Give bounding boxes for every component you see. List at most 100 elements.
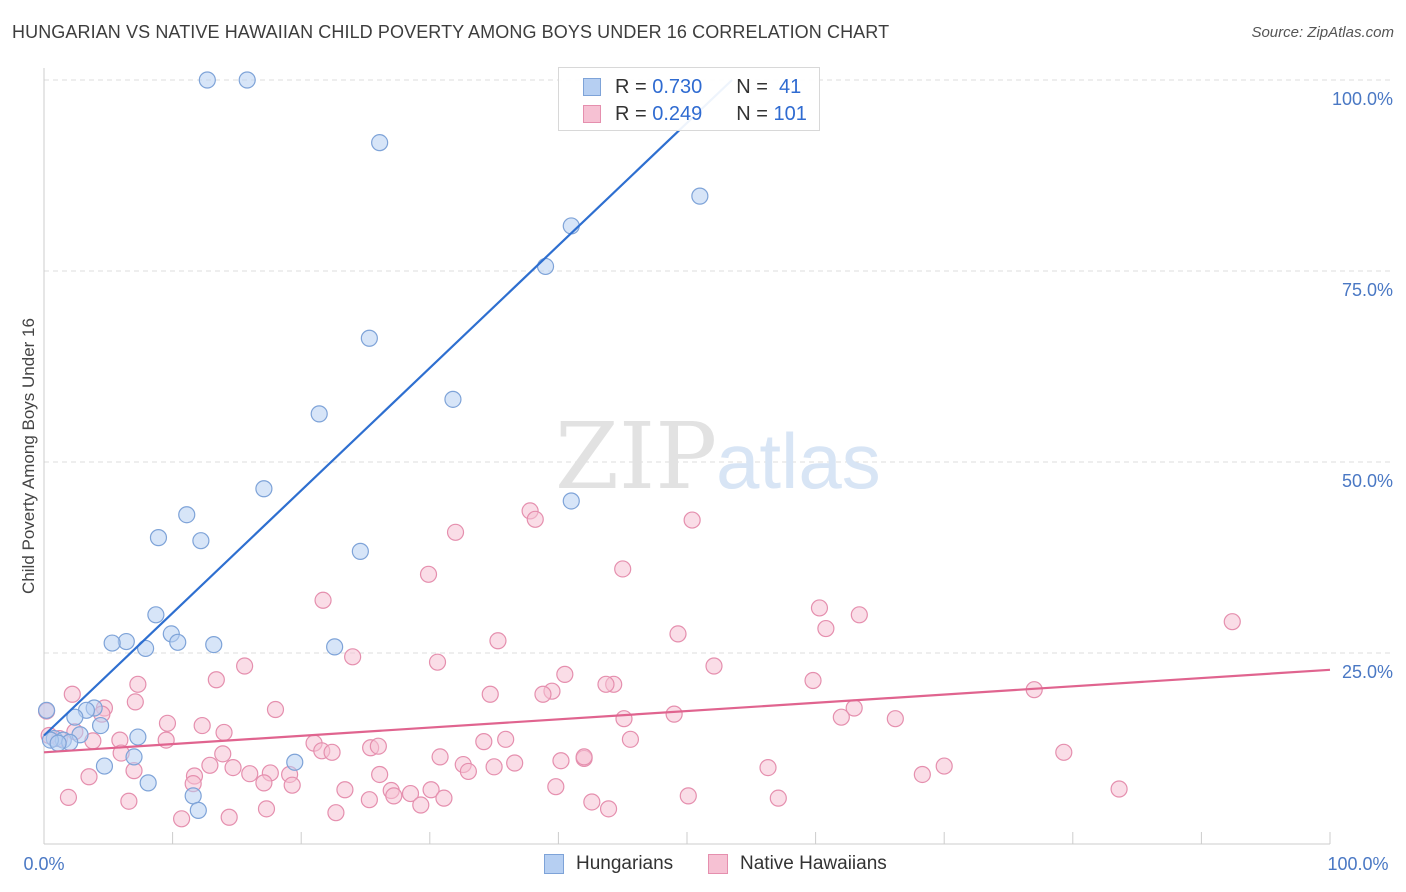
x-tick-labels: 0.0% 100.0% — [23, 854, 1388, 874]
hungarians-point — [691, 187, 709, 205]
bottom-legend-swatch-pink — [708, 854, 728, 874]
hungarians-point — [326, 638, 344, 656]
bottom-legend-hawaiians: Native Hawaiians — [708, 851, 887, 877]
native-hawaiians-point — [207, 671, 225, 689]
hungarians-point — [178, 506, 196, 524]
hungarians-point — [238, 71, 256, 89]
native-hawaiians-point — [1110, 780, 1128, 798]
native-hawaiians-point — [323, 743, 341, 761]
native-hawaiians-point — [489, 632, 507, 650]
native-hawaiians-point — [241, 765, 259, 783]
legend-r-value: 0.730 — [652, 75, 703, 98]
native-hawaiians-point — [59, 788, 78, 806]
hungarians-point — [149, 529, 168, 547]
native-hawaiians-point — [556, 665, 574, 683]
native-hawaiians-points — [37, 502, 1241, 828]
hungarians-point — [125, 748, 143, 766]
legend-r-label: R = — [615, 75, 653, 98]
hungarians-point — [192, 532, 210, 550]
native-hawaiians-point — [526, 510, 544, 528]
native-hawaiians-point — [459, 762, 477, 781]
native-hawaiians-point — [220, 808, 238, 826]
hungarians-point — [139, 774, 157, 792]
source-label: Source: ZipAtlas.com — [1251, 24, 1394, 41]
native-hawaiians-point — [669, 625, 687, 643]
native-hawaiians-point — [412, 796, 430, 814]
native-hawaiians-point — [599, 800, 618, 818]
native-hawaiians-point — [129, 675, 147, 693]
hungarians-point — [169, 633, 187, 651]
legend-r-value: 0.249 — [652, 102, 703, 125]
gridlines — [44, 79, 1392, 654]
native-hawaiians-point — [534, 685, 552, 703]
hungarians-point — [205, 635, 223, 654]
hungarians-point — [95, 757, 114, 775]
native-hawaiians-point — [255, 774, 273, 792]
legend-n-value: 41 — [773, 75, 802, 98]
bottom-legend-hungarians: Hungarians — [544, 851, 673, 877]
native-hawaiians-point — [506, 754, 524, 772]
native-hawaiians-point — [583, 793, 601, 811]
native-hawaiians-point — [850, 606, 868, 624]
hungarians-point — [255, 480, 273, 498]
native-hawaiians-point — [431, 748, 449, 766]
watermark-zip: ZIP — [555, 403, 717, 510]
hungarians-point — [310, 405, 328, 423]
native-hawaiians-point — [224, 758, 242, 777]
native-hawaiians-point — [446, 523, 465, 541]
hungarians-point — [66, 708, 84, 726]
native-hawaiians-point — [283, 776, 301, 794]
native-hawaiians-point — [336, 781, 354, 799]
native-hawaiians-point — [817, 619, 835, 638]
hungarians-point — [117, 632, 135, 651]
legend-row-hungarians: R = 0.730 N = 41 — [583, 74, 801, 100]
legend-swatch-pink — [583, 105, 601, 123]
native-hawaiians-point — [428, 653, 447, 671]
native-hawaiians-point — [683, 511, 701, 529]
native-hawaiians-point — [615, 710, 633, 728]
x-tick-label: 0.0% — [23, 854, 64, 874]
native-hawaiians-point — [621, 730, 640, 748]
hungarians-point — [286, 753, 304, 771]
hungarians-point — [198, 71, 216, 89]
hungarians-point — [184, 787, 202, 805]
native-hawaiians-point — [314, 591, 332, 609]
watermark-atlas: atlas — [716, 417, 881, 505]
hungarians-trend-line — [43, 79, 733, 737]
native-hawaiians-point — [120, 792, 138, 810]
native-hawaiians-point — [679, 787, 697, 805]
hungarians-point — [49, 734, 67, 752]
native-hawaiians-point — [80, 768, 98, 786]
legend-row-hawaiians: R = 0.249 N = 101 — [583, 101, 807, 127]
y-axis-label: Child Poverty Among Boys Under 16 — [19, 318, 38, 594]
hungarians-point — [371, 134, 389, 152]
native-hawaiians-point — [1055, 743, 1073, 761]
native-hawaiians-point — [575, 748, 593, 766]
legend-r-label: R = — [615, 102, 653, 125]
native-hawaiians-point — [886, 710, 904, 728]
native-hawaiians-point — [193, 716, 211, 735]
native-hawaiians-point — [419, 565, 438, 583]
native-hawaiians-point — [266, 700, 285, 719]
hungarians-point — [360, 329, 378, 347]
legend-n-label: N = — [736, 75, 774, 98]
native-hawaiians-point — [435, 789, 453, 807]
native-hawaiians-point — [481, 685, 499, 703]
native-hawaiians-point — [385, 787, 403, 805]
native-hawaiians-point — [552, 752, 570, 770]
native-hawaiians-point — [759, 758, 777, 777]
hungarians-point — [37, 701, 56, 719]
native-hawaiians-point — [475, 733, 493, 751]
hungarians-point — [136, 639, 155, 658]
hungarians-points — [37, 71, 709, 819]
hungarians-point — [147, 606, 165, 624]
native-hawaiians-point — [369, 737, 387, 755]
native-hawaiians-point — [1223, 613, 1241, 631]
native-hawaiians-point — [832, 708, 850, 726]
native-hawaiians-point — [327, 804, 345, 822]
native-hawaiians-point — [705, 657, 723, 675]
watermark: ZIP atlas — [555, 403, 881, 510]
chart-title: HUNGARIAN VS NATIVE HAWAIIAN CHILD POVER… — [12, 22, 890, 42]
bottom-legend-label: Native Hawaiians — [740, 853, 887, 874]
